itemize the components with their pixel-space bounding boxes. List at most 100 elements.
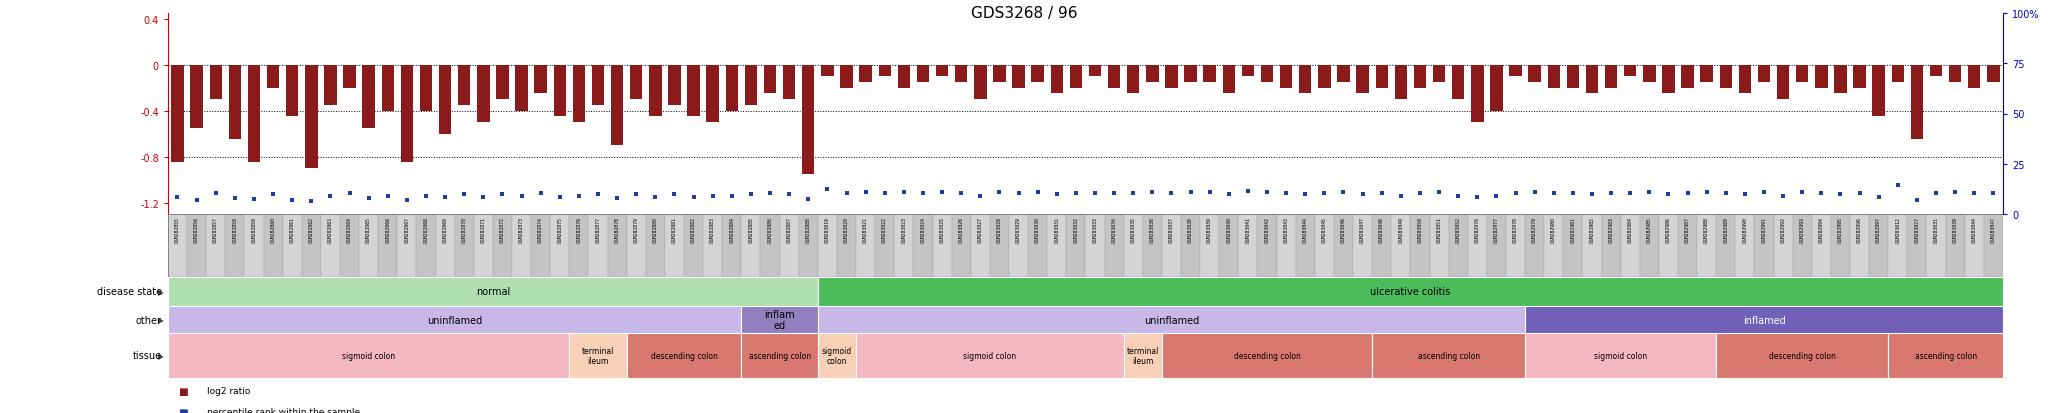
Bar <box>1698 214 1716 277</box>
Bar <box>588 214 608 277</box>
Text: uninflamed: uninflamed <box>1145 315 1198 325</box>
Bar <box>229 66 242 140</box>
Text: percentile rank within the sample: percentile rank within the sample <box>207 407 360 413</box>
Point <box>1155 190 1188 197</box>
Point <box>334 190 367 197</box>
Text: GSM282979: GSM282979 <box>1532 216 1538 242</box>
Bar <box>340 214 358 277</box>
Point <box>868 190 901 197</box>
Bar <box>1624 66 1636 77</box>
Bar <box>459 66 471 106</box>
Point <box>1346 192 1378 198</box>
Bar <box>860 66 872 83</box>
Point <box>735 192 768 198</box>
Bar <box>1085 214 1104 277</box>
Bar <box>438 66 451 134</box>
Bar <box>344 66 356 88</box>
Bar <box>1677 214 1698 277</box>
Bar <box>1911 66 1923 140</box>
Point <box>850 190 883 196</box>
Bar <box>1319 66 1331 88</box>
Point <box>772 192 805 198</box>
Text: GSM283051: GSM283051 <box>1436 216 1442 242</box>
Text: ▶: ▶ <box>158 351 164 360</box>
Text: GSM283019: GSM283019 <box>825 216 829 242</box>
Text: GSM282861: GSM282861 <box>289 216 295 242</box>
Bar <box>610 66 623 146</box>
Bar <box>1548 66 1561 88</box>
Point <box>983 190 1016 196</box>
Bar <box>1395 66 1407 100</box>
Bar <box>287 66 299 117</box>
Text: GSM282993: GSM282993 <box>1800 216 1804 242</box>
Bar <box>1448 214 1468 277</box>
Bar <box>1946 214 1964 277</box>
Bar <box>1774 214 1792 277</box>
Bar <box>1434 66 1446 83</box>
Bar <box>952 214 971 277</box>
Point <box>1825 192 1858 198</box>
Bar <box>975 66 987 100</box>
Text: GSM283032: GSM283032 <box>1073 216 1079 242</box>
Bar <box>420 66 432 112</box>
Bar <box>1376 66 1389 88</box>
Bar <box>186 214 207 277</box>
Point <box>1022 190 1055 196</box>
Bar <box>401 66 414 163</box>
Text: descending colon: descending colon <box>1769 351 1835 360</box>
Bar <box>207 214 225 277</box>
Bar <box>1124 214 1143 277</box>
Bar <box>1735 214 1755 277</box>
Bar <box>817 333 856 378</box>
Point <box>1671 190 1704 197</box>
Bar <box>473 214 494 277</box>
Bar <box>172 66 184 163</box>
Text: ▶: ▶ <box>158 315 164 324</box>
Text: inflamed: inflamed <box>1743 315 1786 325</box>
Point <box>907 190 940 197</box>
Point <box>1958 190 1991 197</box>
Bar <box>707 66 719 123</box>
Text: tissue: tissue <box>133 351 162 361</box>
Point <box>1460 194 1493 201</box>
Text: GSM282980: GSM282980 <box>1550 216 1556 242</box>
Point <box>1786 190 1819 196</box>
Bar <box>918 66 930 83</box>
Point <box>621 192 653 198</box>
Bar <box>913 214 932 277</box>
Bar <box>1298 66 1311 94</box>
Text: GSM283038: GSM283038 <box>1188 216 1194 242</box>
Point <box>1212 192 1245 198</box>
Text: GSM282869: GSM282869 <box>442 216 449 242</box>
Point <box>1653 192 1686 198</box>
Bar <box>702 214 723 277</box>
Bar <box>1219 214 1239 277</box>
Bar <box>745 66 758 106</box>
Text: GSM282985: GSM282985 <box>1647 216 1653 242</box>
Text: disease state: disease state <box>96 287 162 297</box>
Bar <box>1505 214 1526 277</box>
Bar <box>168 306 741 333</box>
Bar <box>799 214 817 277</box>
Bar <box>627 214 645 277</box>
Bar <box>1333 214 1354 277</box>
Text: GSM282994: GSM282994 <box>1819 216 1825 242</box>
Point <box>1538 190 1571 197</box>
Bar <box>993 66 1006 83</box>
Point <box>887 190 920 196</box>
Bar <box>397 214 416 277</box>
Bar <box>897 66 909 88</box>
Bar <box>168 333 569 378</box>
Bar <box>1585 66 1597 94</box>
Text: GSM283025: GSM283025 <box>940 216 944 242</box>
Text: GSM282997: GSM282997 <box>1876 216 1882 242</box>
Text: GSM283023: GSM283023 <box>901 216 907 242</box>
Bar <box>741 306 817 333</box>
Bar <box>1241 66 1253 77</box>
Bar <box>1356 66 1368 94</box>
Point <box>1632 190 1665 196</box>
Bar <box>1663 66 1675 94</box>
Text: descending colon: descending colon <box>651 351 717 360</box>
Text: GSM282987: GSM282987 <box>1686 216 1690 242</box>
Bar <box>416 214 436 277</box>
